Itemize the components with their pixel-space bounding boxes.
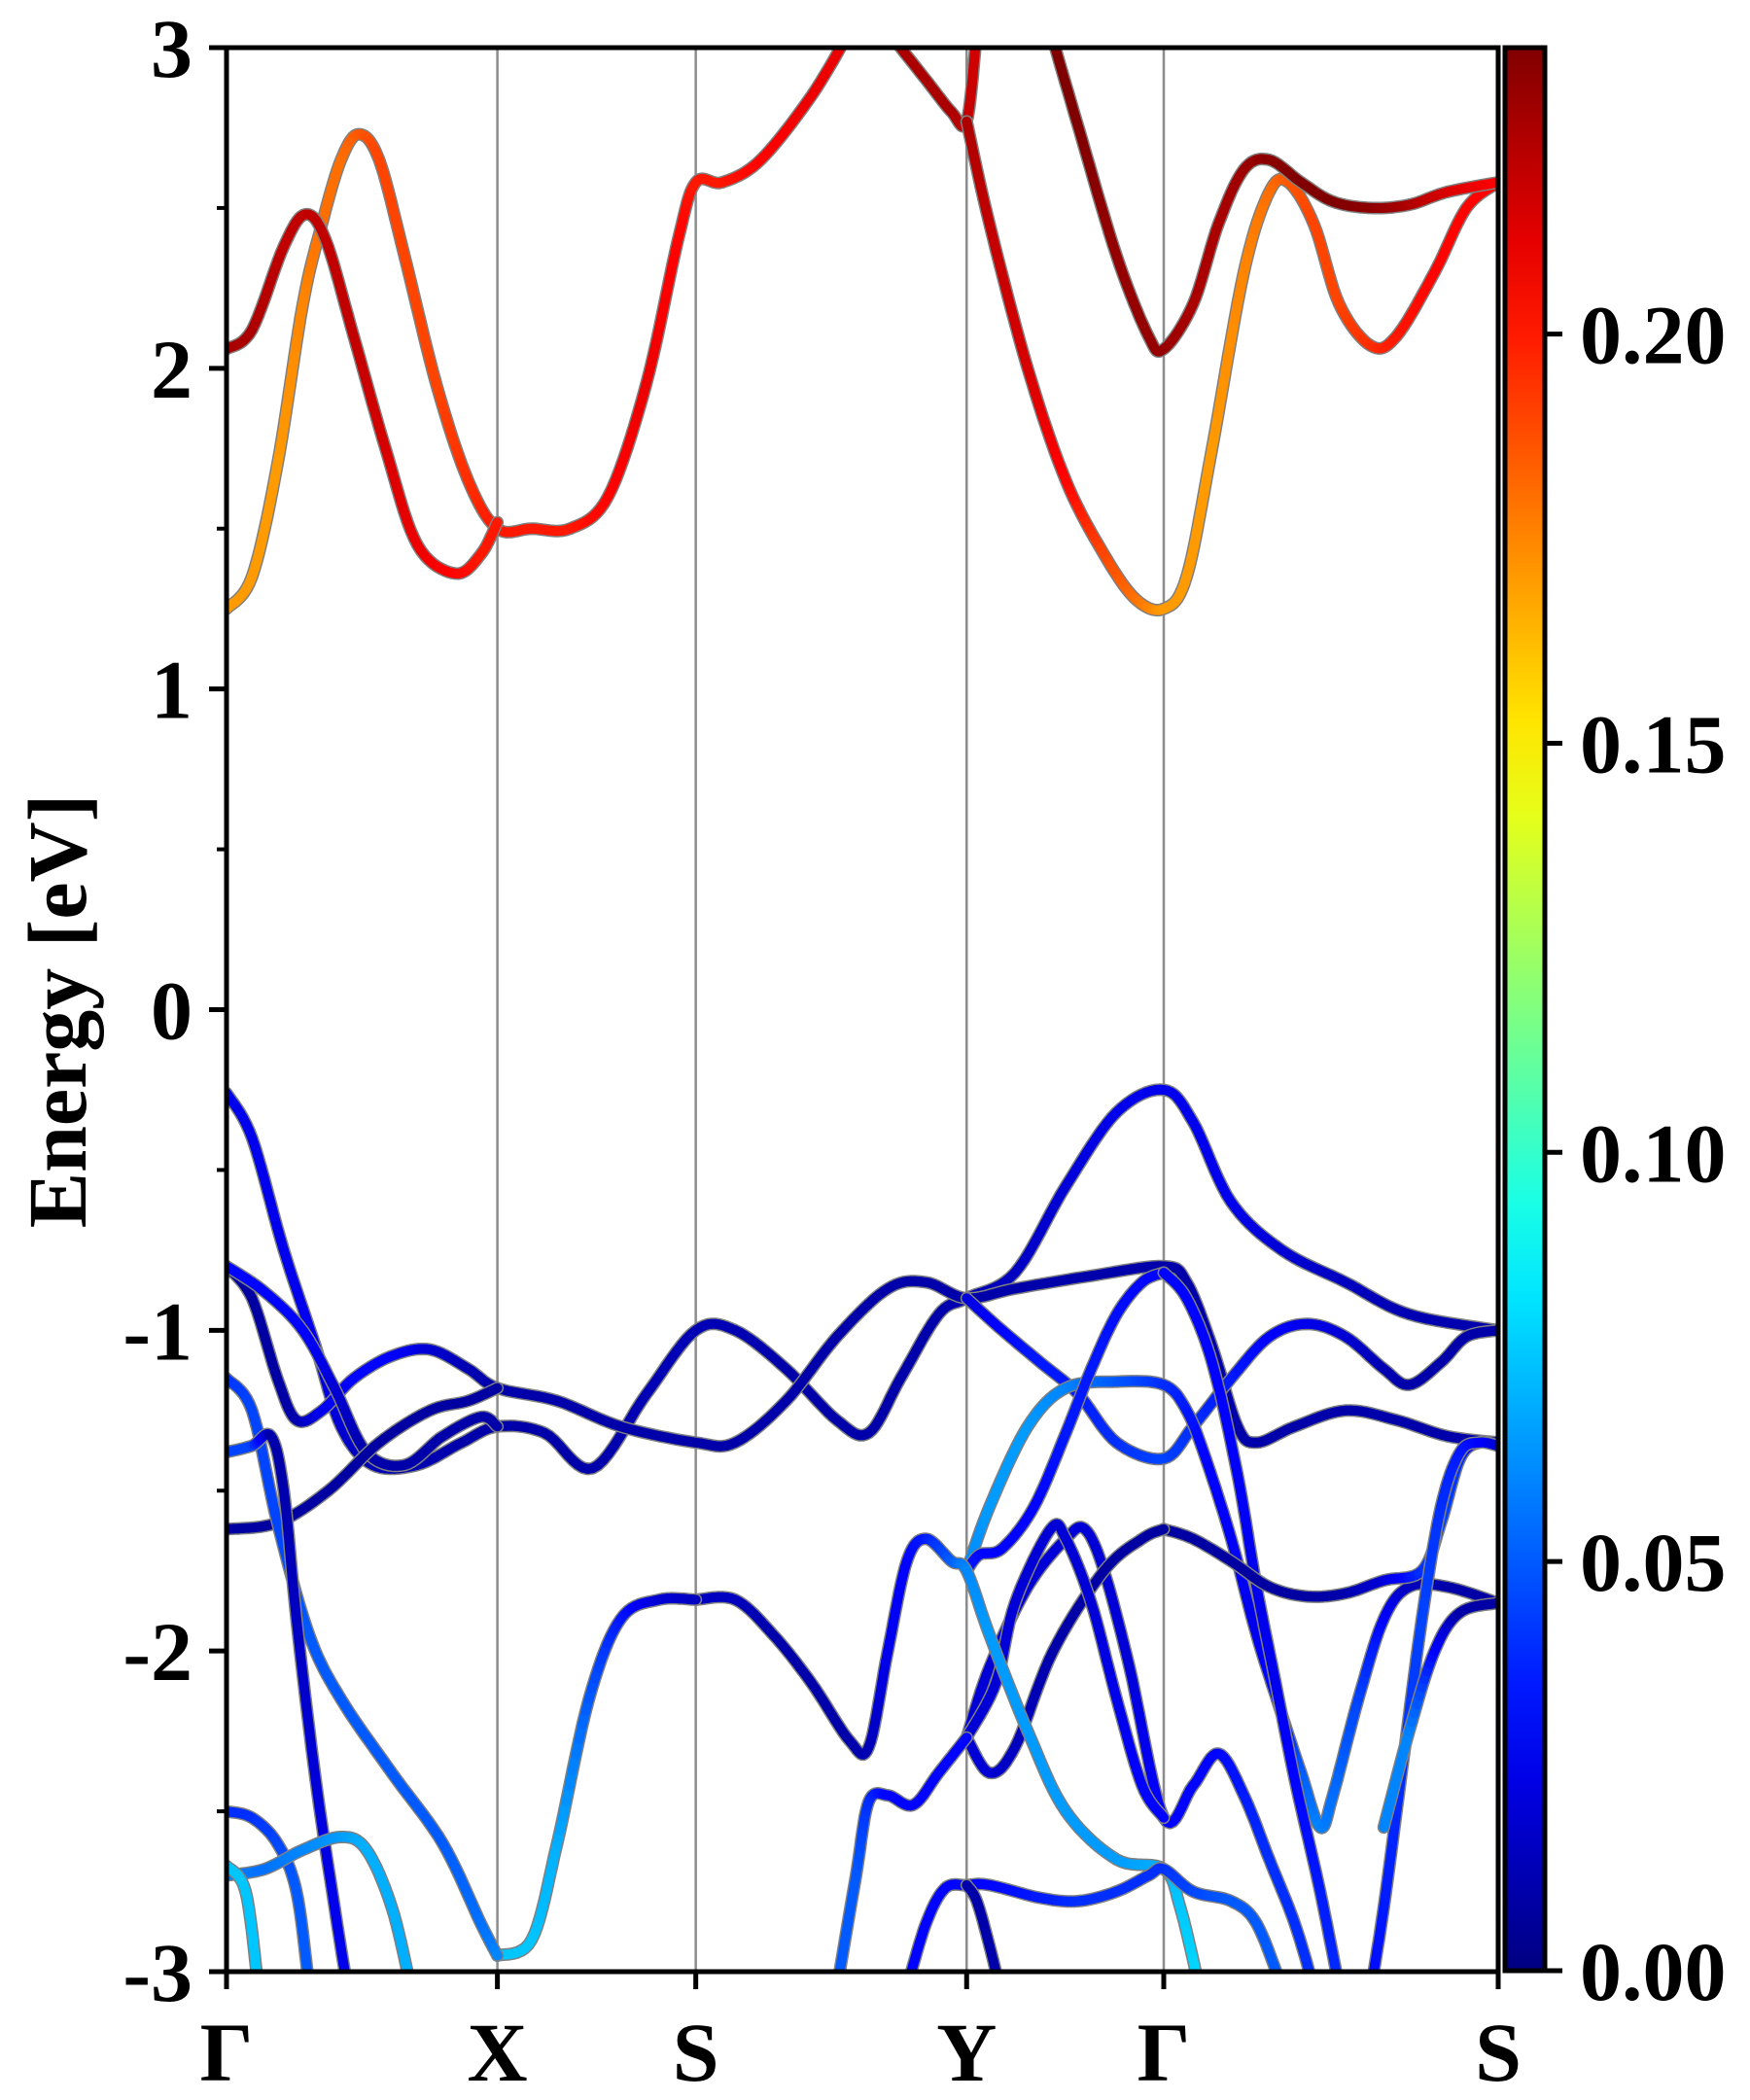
band-vb-7 bbox=[960, 1266, 1171, 1578]
x-tick-label: X bbox=[468, 2006, 528, 2099]
y-tick-label: -2 bbox=[122, 1605, 192, 1698]
colorbar-tick-label: 0.00 bbox=[1580, 1925, 1727, 2018]
band-segment bbox=[960, 1732, 972, 1745]
band-segment bbox=[845, 35, 848, 40]
band-vb-15 bbox=[227, 1372, 505, 1962]
band-segment bbox=[888, 32, 890, 35]
band-segment bbox=[908, 1978, 910, 1983]
band-vb-13 bbox=[689, 1532, 1203, 1987]
y-axis-label: Energy [eV] bbox=[11, 794, 104, 1229]
bands bbox=[227, 32, 1498, 1988]
band-vb-14 bbox=[491, 1592, 703, 1962]
band-cb-red-left bbox=[227, 207, 505, 580]
band-vb-23 bbox=[1367, 1436, 1498, 1988]
band-segment bbox=[1312, 1984, 1313, 1988]
y-tick-label: 0 bbox=[151, 964, 192, 1058]
colorbar-tick-label: 0.10 bbox=[1580, 1106, 1727, 1200]
band-vb-8 bbox=[1157, 1266, 1343, 1988]
band-segment bbox=[895, 48, 898, 49]
band-segment bbox=[491, 517, 503, 530]
colorbar-ticks: 0.00 0.05 0.10 0.15 0.20 bbox=[1545, 289, 1727, 2018]
band-segment bbox=[891, 35, 893, 39]
band-segment bbox=[837, 1980, 838, 1987]
y-tick-label: -1 bbox=[122, 1284, 192, 1378]
band-vb-18 bbox=[227, 1831, 414, 1988]
band-segment bbox=[1333, 1970, 1341, 1972]
y-tick-label: 3 bbox=[151, 2, 192, 95]
band-vb-17 bbox=[227, 1804, 314, 1987]
x-tick-label: Γ bbox=[1138, 2006, 1191, 2099]
band-segment bbox=[1051, 32, 1053, 38]
band-segment bbox=[976, 32, 977, 38]
y-tick-label: -3 bbox=[122, 1926, 192, 2019]
band-segment bbox=[1371, 1983, 1372, 1988]
band-segment bbox=[1157, 1523, 1169, 1535]
band-segment bbox=[1198, 1982, 1199, 1987]
band-segment bbox=[250, 1958, 262, 1972]
band-segment bbox=[346, 1978, 347, 1983]
band-segment bbox=[347, 1983, 348, 1988]
band-segment bbox=[308, 1981, 309, 1987]
colorbar-tick-label: 0.20 bbox=[1580, 289, 1727, 382]
x-tick-label: Y bbox=[936, 2006, 997, 2099]
y-tick-label: 2 bbox=[151, 323, 192, 416]
band-segment bbox=[491, 1948, 503, 1961]
band-vb-21 bbox=[904, 1862, 1283, 1987]
band-segment bbox=[252, 1968, 262, 1972]
band-segment bbox=[1195, 1971, 1199, 1972]
y-tick-label: 1 bbox=[151, 644, 192, 737]
band-outline bbox=[227, 48, 848, 615]
high-symmetry-lines bbox=[496, 48, 1166, 1972]
band-outline bbox=[491, 1592, 703, 1962]
band-segment bbox=[999, 1985, 1000, 1988]
band-vb-24 bbox=[1377, 1596, 1498, 1835]
band-segment bbox=[992, 1969, 1001, 1972]
band-segment bbox=[407, 1971, 409, 1972]
colorbar-tick-label: 0.15 bbox=[1580, 697, 1727, 790]
band-segment bbox=[1050, 48, 1058, 50]
band-segment bbox=[490, 1382, 503, 1394]
band-segment bbox=[258, 1981, 259, 1987]
colorbar bbox=[1502, 45, 1548, 1974]
x-tick-label: S bbox=[673, 2006, 719, 2099]
band-cb-red-yg bbox=[960, 115, 1498, 617]
band-cb-darkred bbox=[1048, 32, 1498, 359]
band-segment bbox=[848, 32, 850, 36]
y-axis: 3 2 1 0 -1 -2 -3 bbox=[122, 2, 227, 2019]
band-segment bbox=[1278, 1978, 1280, 1984]
band-segment bbox=[491, 1420, 503, 1432]
plot-frame bbox=[224, 45, 1501, 1975]
band-vb-20 bbox=[833, 1731, 973, 1987]
band-cb-orange bbox=[227, 32, 850, 615]
colorbar-tick-label: 0.05 bbox=[1580, 1516, 1727, 1609]
band-segment bbox=[998, 1982, 999, 1985]
band-segment bbox=[1372, 1978, 1373, 1983]
band-segment bbox=[302, 1969, 312, 1972]
band-vb-22 bbox=[960, 1878, 1003, 1988]
band-segment bbox=[410, 1983, 411, 1988]
band-vb-11 bbox=[960, 1522, 1171, 1780]
band-segment bbox=[907, 1983, 908, 1987]
x-tick-label: Γ bbox=[200, 2006, 254, 2099]
x-tick-label: S bbox=[1475, 2006, 1522, 2099]
band-segment bbox=[970, 48, 980, 51]
band-vb-19 bbox=[227, 1859, 263, 1987]
band-segment bbox=[1280, 1983, 1282, 1987]
band-segment bbox=[1338, 1982, 1339, 1988]
